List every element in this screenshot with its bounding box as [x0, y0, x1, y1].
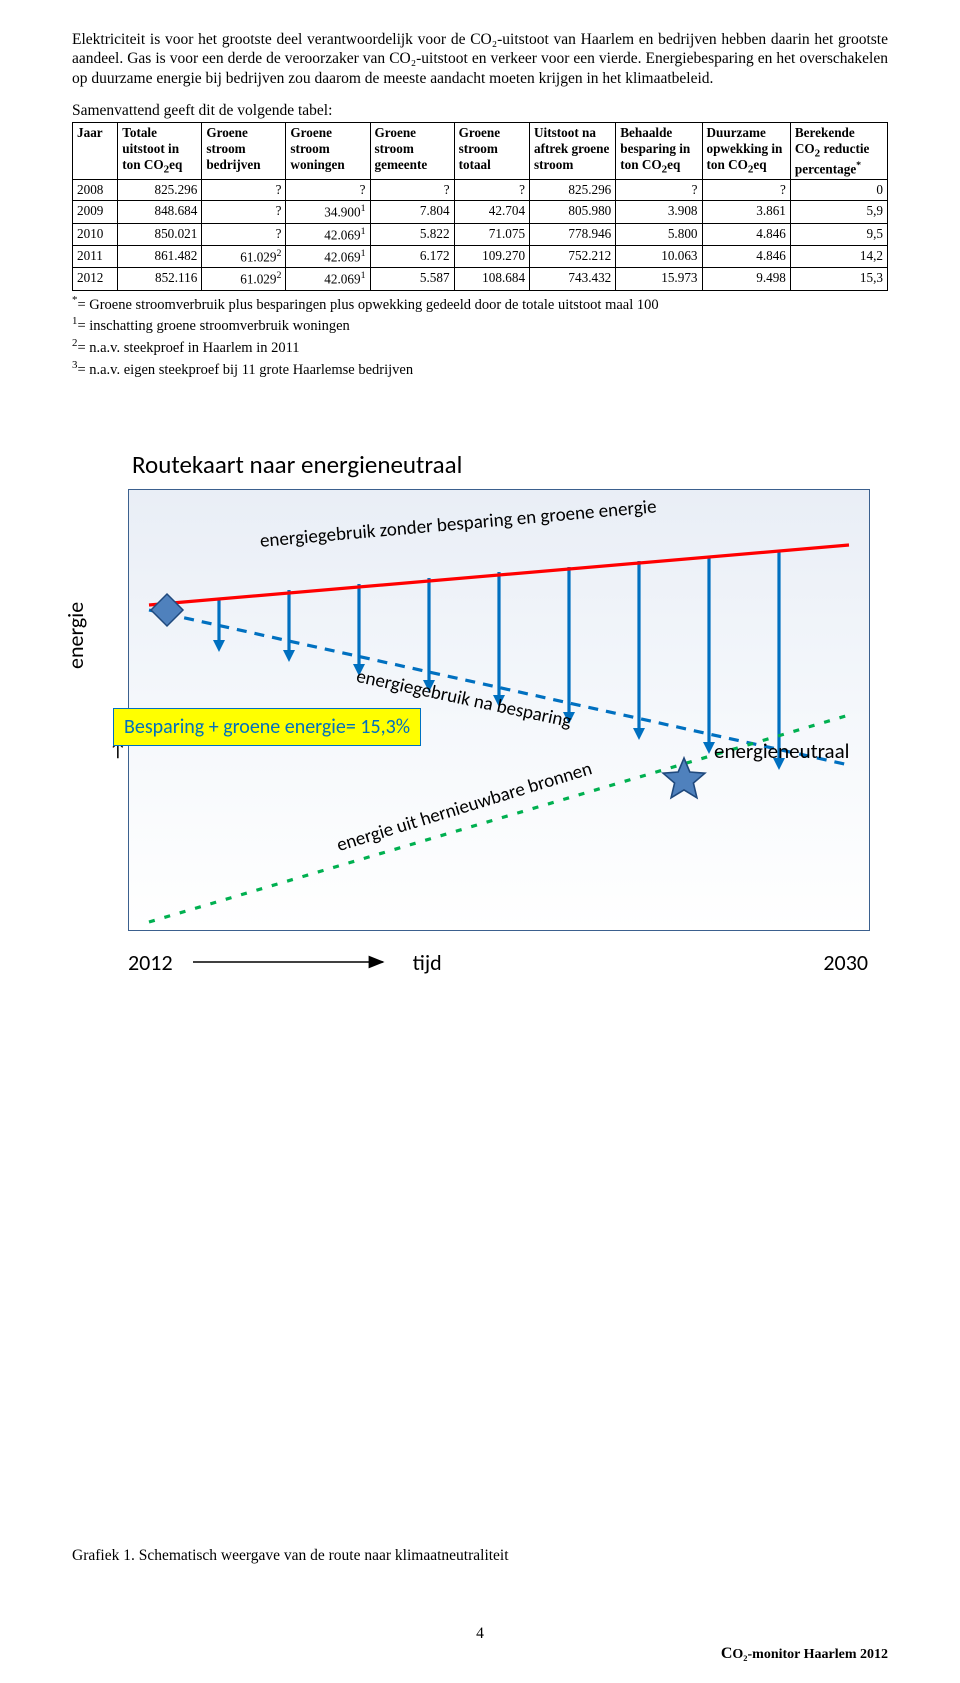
table-cell: 2010 — [73, 223, 118, 245]
table-cell: 5.800 — [616, 223, 702, 245]
table-row: 2009848.684?34.90017.80442.704805.9803.9… — [73, 201, 888, 223]
table-cell: 3.861 — [702, 201, 790, 223]
page-number: 4 — [72, 1625, 888, 1643]
table-cell: 6.172 — [370, 245, 454, 267]
table-cell: 3.908 — [616, 201, 702, 223]
chart-x-arrow-icon — [193, 949, 393, 976]
chart-x-axis: 2012 tijd 2030 — [128, 949, 868, 976]
table-intro: Samenvattend geeft dit de volgende tabel… — [72, 102, 888, 120]
table-cell: 4.846 — [702, 245, 790, 267]
summary-table: JaarTotale uitstoot in ton CO2eqGroene s… — [72, 122, 888, 291]
table-cell: 42.0691 — [286, 268, 370, 290]
table-cell: 15,3 — [790, 268, 887, 290]
table-cell: 752.212 — [530, 245, 616, 267]
table-cell: ? — [454, 180, 529, 201]
table-cell: 4.846 — [702, 223, 790, 245]
table-cell: 9,5 — [790, 223, 887, 245]
table-cell: 61.0292 — [202, 268, 286, 290]
table-cell: 743.432 — [530, 268, 616, 290]
chart-x-right: 2030 — [823, 949, 868, 976]
footer-rest: O₂-monitor Haarlem 2012 — [732, 1647, 888, 1662]
chart-plot-area: energiegebruik zonder besparing en groen… — [128, 489, 870, 931]
footer-text: CO₂-monitor Haarlem 2012 — [721, 1645, 888, 1663]
route-chart: Routekaart naar energieneutraal energie … — [72, 449, 888, 1565]
table-cell: 2009 — [73, 201, 118, 223]
chart-caption: Grafiek 1. Schematisch weergave van de r… — [72, 1547, 888, 1565]
chart-title: Routekaart naar energieneutraal — [132, 449, 892, 480]
footnote-line: *= Groene stroomverbruik plus besparinge… — [72, 293, 888, 315]
chart-annot-neutral: energieneutraal — [714, 738, 850, 764]
table-header-cell: Jaar — [73, 123, 118, 180]
table-cell: 805.980 — [530, 201, 616, 223]
paragraph-intro: Elektriciteit is voor het grootste deel … — [72, 30, 888, 88]
chart-savings-badge: Besparing + groene energie= 15,3% — [113, 708, 421, 746]
footnote-line: 1= inschatting groene stroomverbruik won… — [72, 314, 888, 336]
table-cell: 5.587 — [370, 268, 454, 290]
table-footnotes: *= Groene stroomverbruik plus besparinge… — [72, 293, 888, 380]
table-cell: ? — [202, 180, 286, 201]
table-header-cell: Uitstoot na aftrek groene stroom — [530, 123, 616, 180]
table-cell: 42.704 — [454, 201, 529, 223]
table-header-cell: Berekende CO2 reductie percentage* — [790, 123, 887, 180]
table-cell: 848.684 — [118, 201, 202, 223]
table-header-cell: Groene stroom gemeente — [370, 123, 454, 180]
table-row: 2008825.296????825.296??0 — [73, 180, 888, 201]
footnote-line: 2= n.a.v. steekproef in Haarlem in 2011 — [72, 336, 888, 358]
table-header-cell: Duurzame opwekking in ton CO2eq — [702, 123, 790, 180]
table-cell: ? — [370, 180, 454, 201]
table-row: 2011861.48261.029242.06916.172109.270752… — [73, 245, 888, 267]
table-header-cell: Behaalde besparing in ton CO2eq — [616, 123, 702, 180]
table-cell: 61.0292 — [202, 245, 286, 267]
table-cell: 778.946 — [530, 223, 616, 245]
table-header-cell: Groene stroom bedrijven — [202, 123, 286, 180]
table-cell: 0 — [790, 180, 887, 201]
table-cell: 5.822 — [370, 223, 454, 245]
table-cell: 2008 — [73, 180, 118, 201]
footnote-line: 3= n.a.v. eigen steekproef bij 11 grote … — [72, 358, 888, 380]
table-cell: 850.021 — [118, 223, 202, 245]
table-cell: 5,9 — [790, 201, 887, 223]
footer-prefix: C — [721, 1645, 733, 1662]
table-cell: 825.296 — [118, 180, 202, 201]
table-cell: 109.270 — [454, 245, 529, 267]
table-cell: ? — [202, 201, 286, 223]
table-header-cell: Groene stroom woningen — [286, 123, 370, 180]
table-cell: 861.482 — [118, 245, 202, 267]
table-header-cell: Groene stroom totaal — [454, 123, 529, 180]
table-cell: 42.0691 — [286, 245, 370, 267]
table-cell: 14,2 — [790, 245, 887, 267]
table-row: 2010850.021?42.06915.82271.075778.9465.8… — [73, 223, 888, 245]
table-cell: 108.684 — [454, 268, 529, 290]
table-cell: 10.063 — [616, 245, 702, 267]
chart-y-axis-label: energie — [62, 602, 89, 669]
table-row: 2012852.11661.029242.06915.587108.684743… — [73, 268, 888, 290]
table-cell: ? — [616, 180, 702, 201]
table-cell: 71.075 — [454, 223, 529, 245]
chart-x-center: tijd — [413, 949, 442, 976]
table-cell: ? — [702, 180, 790, 201]
table-cell: ? — [202, 223, 286, 245]
table-cell: ? — [286, 180, 370, 201]
table-cell: 2012 — [73, 268, 118, 290]
table-cell: 2011 — [73, 245, 118, 267]
table-cell: 852.116 — [118, 268, 202, 290]
chart-x-left: 2012 — [128, 949, 173, 976]
table-cell: 15.973 — [616, 268, 702, 290]
table-cell: 7.804 — [370, 201, 454, 223]
table-header-cell: Totale uitstoot in ton CO2eq — [118, 123, 202, 180]
table-cell: 825.296 — [530, 180, 616, 201]
table-cell: 42.0691 — [286, 223, 370, 245]
table-cell: 34.9001 — [286, 201, 370, 223]
table-cell: 9.498 — [702, 268, 790, 290]
